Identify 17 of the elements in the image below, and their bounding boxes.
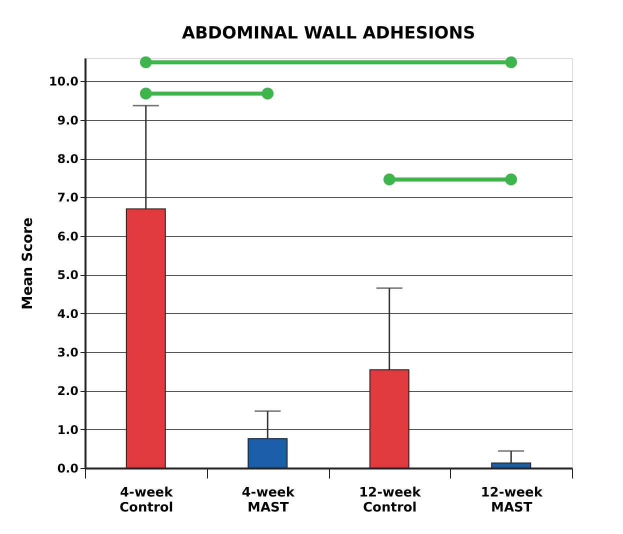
y-tick-label: 4.0 bbox=[57, 306, 78, 321]
y-tick-label: 7.0 bbox=[57, 190, 78, 205]
y-tick-label: 10.0 bbox=[48, 74, 78, 89]
y-tick-label: 9.0 bbox=[57, 113, 78, 128]
y-tick-label: 2.0 bbox=[57, 384, 78, 398]
x-tick-label: 4-week MAST bbox=[242, 486, 295, 516]
y-tick-label: 5.0 bbox=[57, 268, 78, 282]
y-tick-label: 0.0 bbox=[57, 462, 78, 476]
x-tick-label: 4-week Control bbox=[120, 486, 174, 516]
x-tick-label: 12-week MAST bbox=[480, 486, 543, 516]
y-tick-label: 3.0 bbox=[57, 345, 78, 360]
chart-title: ABDOMINAL WALL ADHESIONS bbox=[182, 23, 476, 44]
y-tick-label: 6.0 bbox=[57, 229, 78, 244]
x-tick-label: 12-week Control bbox=[358, 486, 422, 516]
y-tick-label: 1.0 bbox=[57, 422, 78, 437]
y-axis-title: Mean Score bbox=[20, 217, 36, 310]
y-tick-label: 8.0 bbox=[57, 152, 78, 166]
